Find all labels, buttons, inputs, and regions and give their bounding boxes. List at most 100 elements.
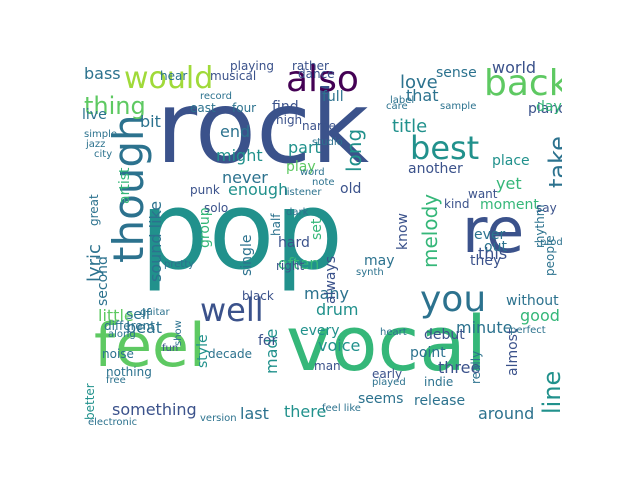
word-release: release (414, 393, 466, 409)
word-without: without (506, 293, 559, 309)
word-jazz: jazz (86, 139, 106, 150)
word-good: good (520, 306, 560, 325)
word-yet: yet (496, 174, 522, 193)
word-cloud: rock pop feel vocal would also back though re you… (80, 58, 562, 428)
word-piano: piano (528, 101, 562, 117)
word-synth: synth (356, 267, 384, 278)
word-old: old (340, 181, 362, 197)
word-full: full (322, 89, 344, 105)
word-dance: dance (298, 67, 335, 81)
word-little: little (98, 306, 134, 325)
word-better: better (83, 383, 97, 420)
word-live: live (82, 107, 107, 123)
word-along: along (108, 329, 136, 340)
word-many: many (304, 284, 349, 303)
word-hard: hard (278, 235, 310, 251)
word-may: may (364, 253, 395, 269)
word-production: production (540, 237, 562, 248)
word-heart: heart (380, 327, 407, 338)
word-four: four (232, 101, 257, 115)
word-you: you (420, 279, 487, 320)
word-feel: feel (94, 311, 206, 381)
word-out: out (484, 239, 507, 255)
word-indie: indie (424, 375, 454, 389)
word-high: high (276, 113, 303, 127)
word-simple: simple (84, 129, 118, 140)
word-enough: enough (228, 180, 289, 199)
word-pretty: pretty (164, 259, 195, 270)
word-line: line (538, 370, 562, 414)
word-set: set (309, 218, 325, 240)
word-long: long (342, 128, 366, 172)
word-back: back (484, 63, 562, 104)
word-minute: minute (456, 318, 513, 337)
word-part: part (288, 138, 321, 157)
word-artist: artist (117, 167, 133, 205)
word-moment: moment (480, 197, 539, 213)
word-playing: playing (230, 59, 274, 73)
word-black: black (242, 289, 274, 303)
word-bass: bass (84, 64, 121, 83)
word-another: another (408, 161, 463, 177)
word-perfect: perfect (510, 325, 546, 336)
word-want: want (468, 187, 498, 201)
word-musical: musical (210, 69, 257, 83)
word-always: always (323, 255, 339, 304)
word-sample: sample (440, 101, 477, 112)
word-also: also (286, 59, 359, 100)
word-world: world (492, 58, 537, 77)
word-seems: seems (358, 391, 404, 407)
word-find: find (272, 99, 299, 115)
word-punk: punk (190, 183, 220, 197)
word-they: they (470, 253, 502, 269)
word-vocal: vocal (286, 299, 487, 388)
word-solo: solo (204, 201, 229, 215)
word-electronic: electronic (88, 417, 138, 428)
word-dark: dark (286, 207, 309, 218)
word-early: early (372, 367, 403, 381)
word-re: re (462, 194, 525, 267)
word-know: know (395, 213, 411, 250)
word-studio: studio (312, 137, 343, 148)
word-end: end (220, 122, 251, 141)
word-noise: noise (102, 347, 134, 361)
word-three: three (438, 358, 481, 377)
word-city: city (94, 149, 113, 160)
word-sound-like: sound like (146, 200, 165, 282)
word-would: would (124, 61, 214, 96)
word-title: title (392, 116, 428, 137)
word-care: care (386, 101, 408, 112)
word-rather: rather (292, 59, 329, 73)
word-name: name (302, 119, 337, 133)
word-for: for (258, 333, 278, 349)
word-right: right (276, 259, 305, 273)
word-beat: beat (126, 318, 163, 337)
word-say: say (536, 201, 557, 215)
word-often: often (278, 254, 320, 273)
word-label: label (390, 95, 415, 106)
word-show: show (173, 320, 184, 346)
word-voice: voice (318, 336, 361, 355)
word-free: free (106, 375, 126, 386)
word-pop: pop (140, 169, 344, 294)
word-great: great (87, 194, 101, 226)
word-decade: decade (208, 347, 252, 361)
word-love: love (400, 72, 438, 93)
word-listener: listener (284, 187, 322, 198)
word-east: east (190, 101, 216, 115)
word-bit: bit (140, 112, 161, 131)
word-word: word (300, 167, 325, 178)
word-ever: ever (474, 227, 506, 243)
word-day: day (536, 99, 562, 115)
word-that: that (406, 86, 439, 105)
word-second: second (95, 256, 111, 306)
word-sense: sense (436, 65, 477, 81)
word-played: played (372, 377, 406, 388)
word-debut: debut (424, 327, 465, 343)
word-place: place (492, 153, 530, 169)
word-every: every (300, 323, 340, 339)
word-feel-like: feel like (322, 403, 361, 414)
word-nothing: nothing (106, 365, 152, 379)
word-fun: fun (162, 343, 179, 354)
word-note: note (312, 177, 335, 188)
